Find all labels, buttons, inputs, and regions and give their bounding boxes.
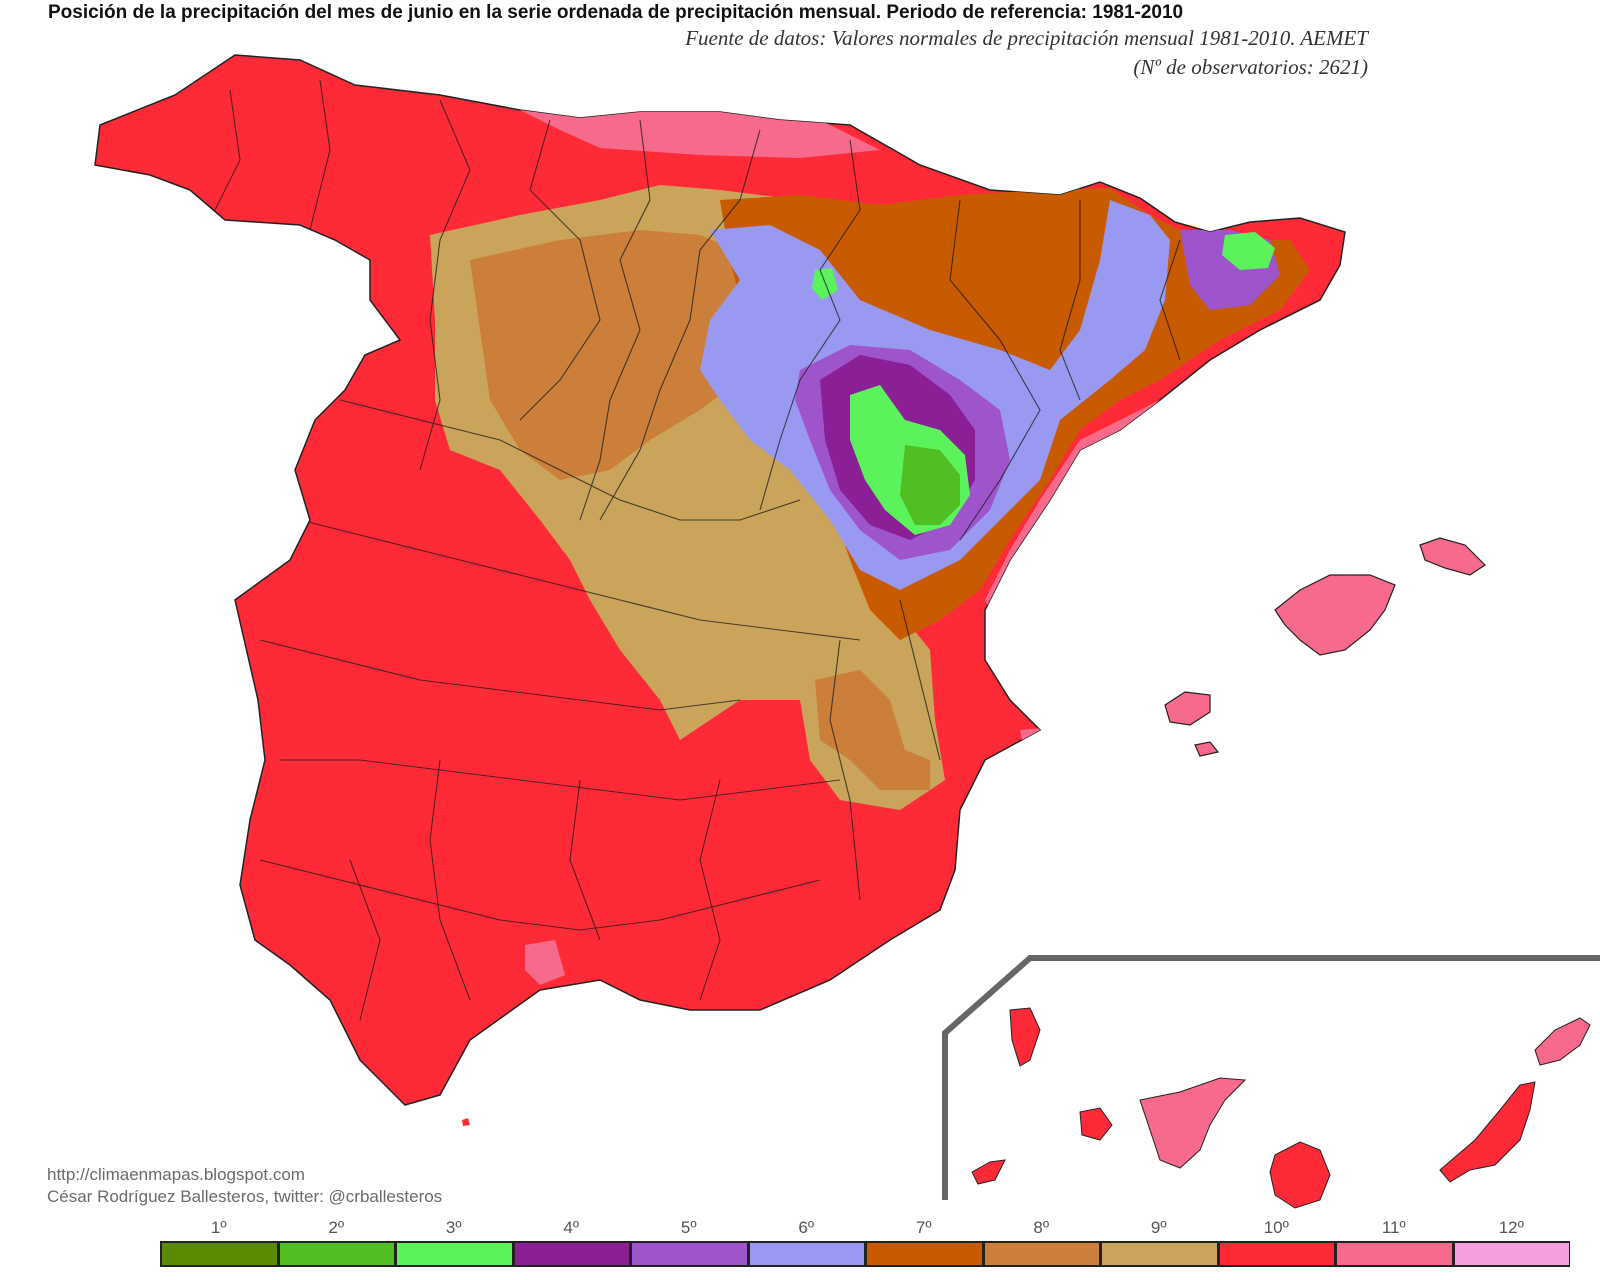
la-palma [1009, 1007, 1041, 1067]
legend-label: 8º [1033, 1218, 1050, 1237]
balearic-islands [1164, 537, 1486, 757]
author-credit: César Rodríguez Ballesteros, twitter: @c… [47, 1187, 443, 1206]
legend-label: 2º [328, 1218, 345, 1237]
fuerteventura [1439, 1081, 1536, 1183]
legend-swatch [277, 1241, 395, 1267]
legend-swatch [1100, 1241, 1218, 1267]
inset-frame [942, 955, 1600, 1200]
ibiza [1164, 691, 1211, 726]
legend-item: 4º [512, 1218, 630, 1270]
legend-swatch [1335, 1241, 1453, 1267]
legend-label: 4º [563, 1218, 580, 1237]
la-gomera [1079, 1107, 1113, 1141]
lanzarote [1534, 1017, 1591, 1066]
legend-item: 2º [277, 1218, 395, 1270]
province-borders [209, 79, 1181, 1021]
coastal-islet [462, 1118, 470, 1126]
south-spot-zone [525, 940, 565, 985]
ebro-second-zone [900, 445, 960, 525]
legend-swatch [512, 1241, 630, 1267]
legend-item: 5º [630, 1218, 748, 1270]
menorca [1419, 537, 1486, 576]
legend-item: 11º [1335, 1218, 1453, 1270]
blog-url: http://climaenmapas.blogspot.com [47, 1165, 305, 1184]
legend-item: 8º [982, 1218, 1100, 1270]
legend-swatch [747, 1241, 865, 1267]
legend-item: 6º [747, 1218, 865, 1270]
legend-label: 1º [210, 1218, 227, 1237]
legend-swatch [160, 1241, 278, 1267]
legend-label: 7º [915, 1218, 932, 1237]
canary-islands-inset [942, 955, 1600, 1209]
legend-swatch [395, 1241, 513, 1267]
legend-item: 3º [395, 1218, 513, 1270]
south-eighth-zone [815, 670, 930, 790]
legend-swatch [865, 1241, 983, 1267]
legend-label: 9º [1150, 1218, 1167, 1237]
legend-label: 11º [1381, 1218, 1406, 1237]
gran-canaria [1269, 1141, 1331, 1209]
legend-item: 10º [1217, 1218, 1335, 1270]
legend-label: 10º [1263, 1218, 1289, 1237]
observatory-count: (Nº de observatorios: 2621) [1133, 55, 1368, 79]
legend-label: 5º [680, 1218, 697, 1237]
tenerife [1139, 1077, 1247, 1169]
data-source: Fuente de datos: Valores normales de pre… [685, 26, 1368, 50]
legend-item: 1º [160, 1218, 278, 1270]
credits: http://climaenmapas.blogspot.com César R… [47, 1164, 442, 1208]
legend-swatch [982, 1241, 1100, 1267]
legend-swatch [630, 1241, 748, 1267]
legend-item: 12º [1452, 1218, 1570, 1270]
formentera [1194, 741, 1220, 757]
catalonia-third-zone [1222, 232, 1275, 270]
southeast-coast-zone [1020, 728, 1050, 755]
legend-swatch [1452, 1241, 1570, 1267]
el-hierro [971, 1159, 1006, 1185]
legend-label: 6º [798, 1218, 815, 1237]
mallorca [1274, 574, 1396, 656]
legend-label: 3º [445, 1218, 462, 1237]
legend-item: 7º [865, 1218, 983, 1270]
legend-swatch [1217, 1241, 1335, 1267]
central-eighth-zone [470, 230, 760, 480]
legend: 1º 2º 3º 4º 5º 6º 7º 8º 9º 10º 11º 12º [160, 1218, 1570, 1270]
legend-label: 12º [1498, 1218, 1524, 1237]
legend-item: 9º [1100, 1218, 1218, 1270]
pyrenees-third-spot [812, 268, 838, 300]
map-title: Posición de la precipitación del mes de … [48, 2, 1184, 23]
